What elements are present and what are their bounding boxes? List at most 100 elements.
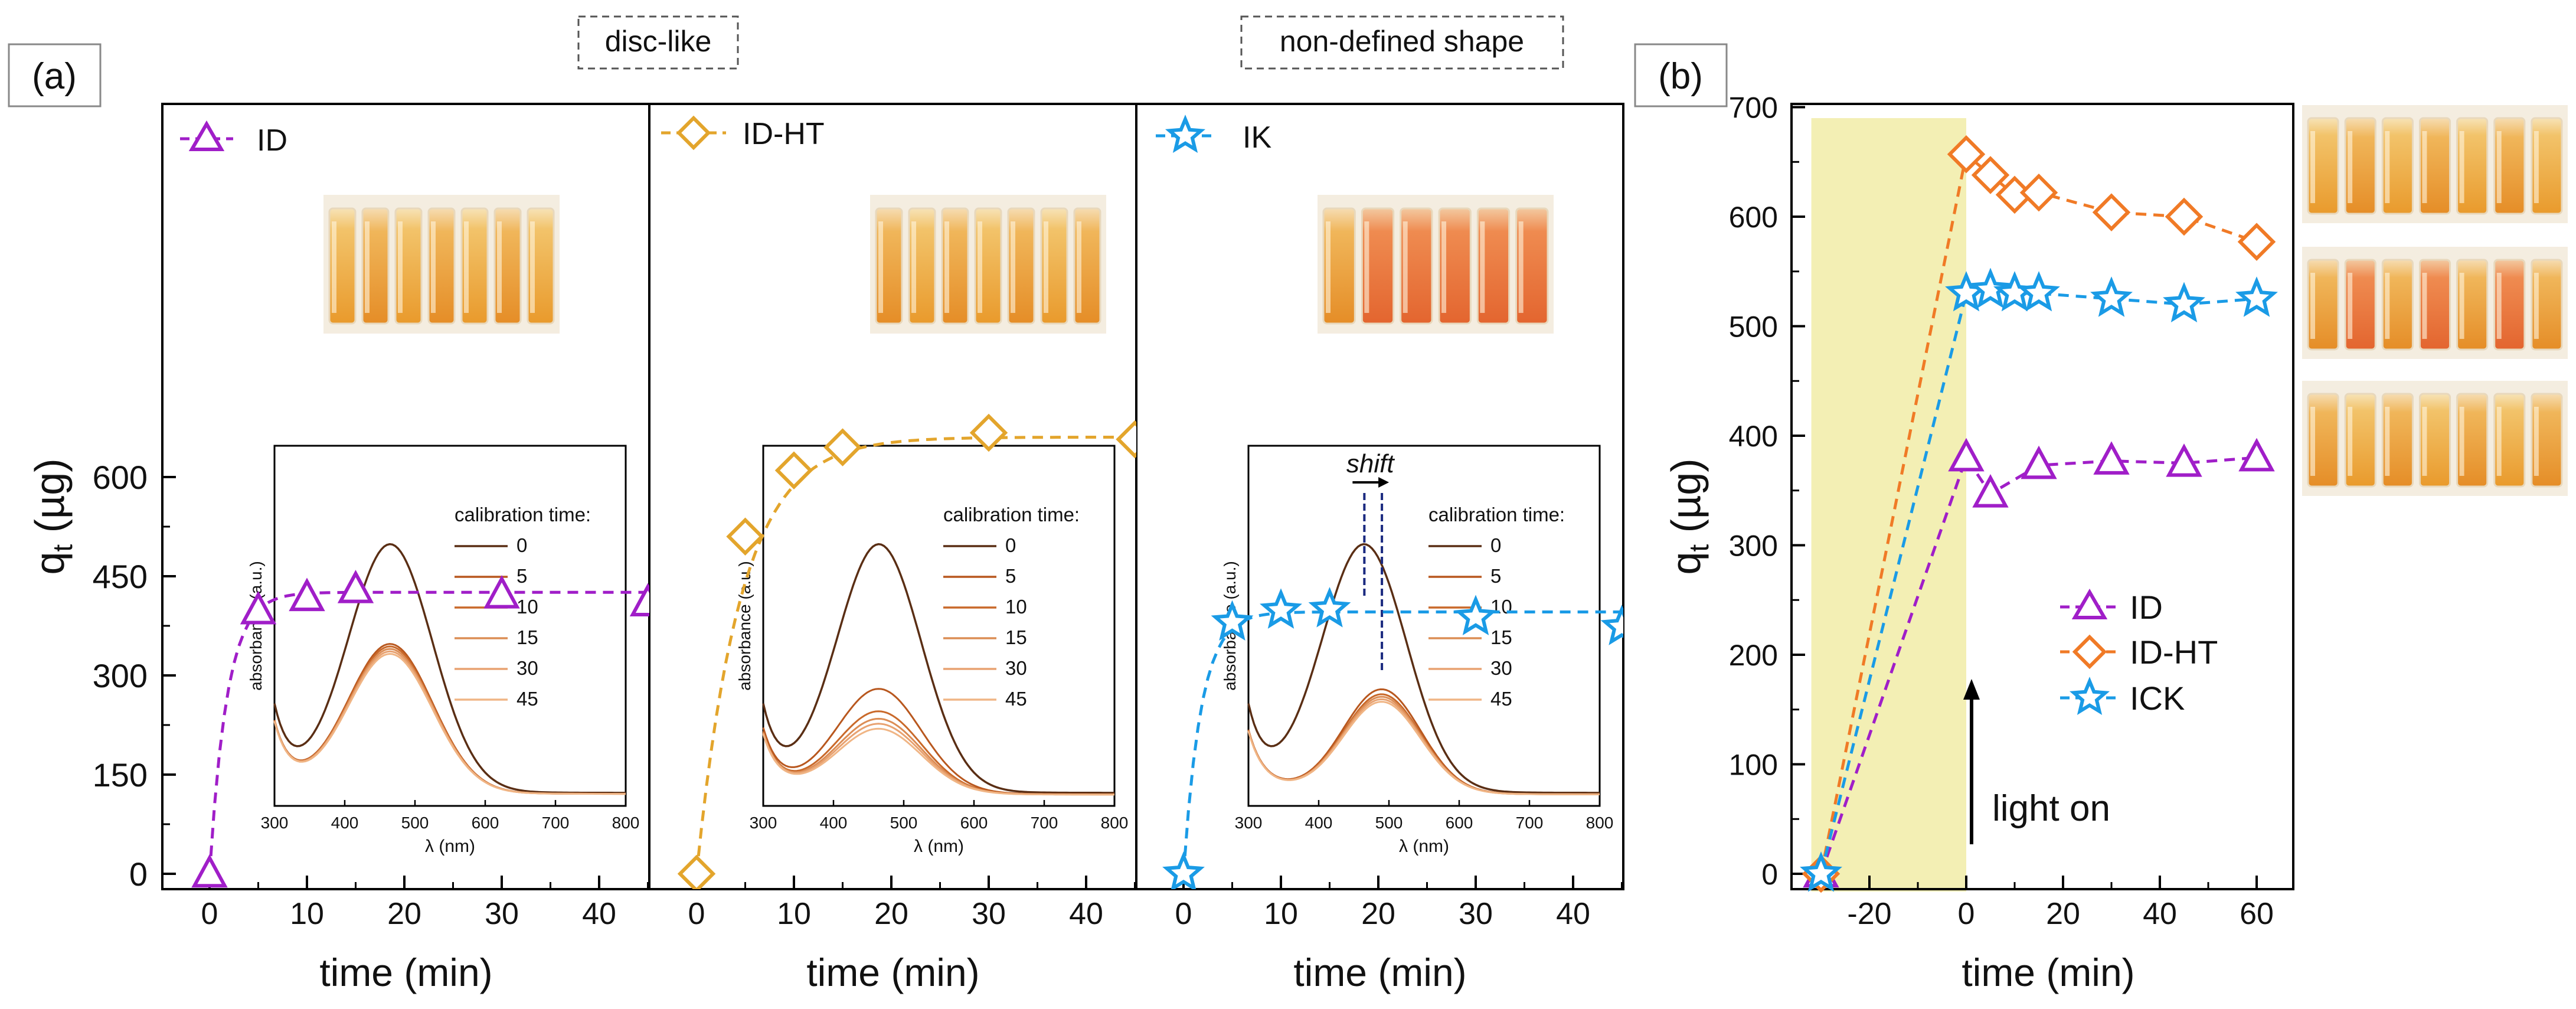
b-point-id	[2093, 441, 2130, 475]
vial	[2307, 117, 2339, 215]
b-ytick-label: 100	[1729, 749, 1778, 782]
legend-b-ick-label: ICK	[2130, 680, 2185, 717]
inset-xtick-label: 400	[331, 814, 359, 832]
panel-a-label-box	[8, 43, 102, 107]
inset-xtick-label: 800	[612, 814, 640, 832]
point-ik	[1162, 851, 1205, 889]
fit-line-id	[208, 590, 649, 874]
inset-legend-label: 0	[1490, 534, 1501, 556]
spectrum-idht-45	[762, 727, 1114, 796]
legend-idht: ID-HT	[661, 115, 825, 151]
a-ytick-label: 0	[129, 855, 148, 893]
inset-xtick-label: 600	[1446, 814, 1473, 832]
non-defined-shape-box	[1240, 15, 1564, 70]
point-id-ht	[726, 517, 764, 556]
spectrum-id-0	[273, 543, 626, 794]
series-id	[191, 570, 649, 888]
b-point-id	[2021, 445, 2057, 479]
vial	[2456, 117, 2489, 215]
vial	[2531, 393, 2563, 488]
a-ytick-label: 600	[93, 459, 148, 496]
b-point-ick	[1800, 851, 1842, 892]
a-ytick-label: 150	[93, 756, 148, 794]
b-point-id-ht	[2019, 173, 2058, 212]
b-point-id-ht	[1947, 135, 1986, 174]
inset-legend-label: 45	[1490, 688, 1512, 710]
subplot-ik-frame	[1135, 103, 1624, 890]
inset-legend-title: calibration time:	[1428, 504, 1565, 525]
subplot-id-xlabel: time (min)	[319, 951, 492, 994]
inset-legend-label: 30	[516, 657, 538, 679]
panel-b-label: (b)	[1658, 56, 1703, 97]
b-ytick-label: 300	[1729, 530, 1778, 563]
a-xtick-label: 10	[1264, 897, 1298, 931]
panel-a-y-axis: 0 150 300 450 600	[93, 459, 176, 893]
inset-xtick-label: 700	[1516, 814, 1544, 832]
b-xtick-label: 0	[1958, 897, 1975, 931]
inset-legend-label: 5	[1005, 565, 1016, 587]
b-point-id-ht	[2165, 197, 2204, 236]
vial	[1438, 207, 1472, 325]
panel-b-ylabel: qt (µg)	[1663, 458, 1714, 574]
inset-xtick-label: 600	[960, 814, 988, 832]
vial-photo-b-ick	[2302, 247, 2568, 359]
inset-legend-label: 0	[516, 534, 527, 556]
legend-b-idht-marker	[2072, 634, 2107, 670]
inset-xtick-label: 600	[472, 814, 499, 832]
vial	[2531, 259, 2563, 351]
b-xtick-label: 20	[2046, 897, 2080, 931]
legend-id: ID	[180, 120, 287, 158]
inset-ylabel: absorbance (a.u.)	[247, 561, 265, 690]
spectrum-ik-0	[1247, 543, 1600, 794]
vial	[1476, 207, 1511, 325]
a-xtick-label: 0	[201, 897, 218, 931]
panel-a: (a) disc-like non-defined shape qt (µg) …	[8, 15, 1624, 994]
inset-xtick-label: 500	[401, 814, 429, 832]
legend-idht-marker	[676, 115, 711, 151]
legend-id-label: ID	[257, 123, 287, 158]
a-xtick-label: 10	[290, 897, 324, 931]
b-point-id	[1972, 474, 2009, 508]
vial	[2344, 393, 2376, 488]
vial-photo-b-idht	[2302, 105, 2568, 223]
b-xtick-label: -20	[1847, 897, 1891, 931]
vial	[1322, 207, 1356, 325]
subplot-idht-xlabel: time (min)	[806, 951, 979, 994]
vial	[2344, 259, 2376, 351]
vial	[2418, 259, 2451, 351]
b-point-ick	[2090, 276, 2133, 317]
inset-xtick-label: 700	[542, 814, 570, 832]
vial	[2381, 393, 2414, 488]
inset-legend-label: 10	[1490, 596, 1512, 618]
inset-legend-label: 30	[1490, 657, 1512, 679]
a-xtick-label: 10	[777, 897, 811, 931]
b-point-id-ht	[2092, 193, 2131, 231]
inset-xtick-label: 700	[1031, 814, 1058, 832]
b-ytick-label: 200	[1729, 639, 1778, 672]
panel-a-series	[191, 413, 1623, 889]
subplot-ik-xlabel: time (min)	[1293, 951, 1466, 994]
b-point-ick	[1969, 267, 2012, 308]
panel-b-frame	[1790, 103, 2294, 890]
a-xtick-label: 40	[1556, 897, 1590, 931]
inset-xtick-label: 300	[1235, 814, 1263, 832]
panel-b-xlabel: time (min)	[1962, 951, 2134, 994]
series-ik	[1162, 587, 1623, 889]
b-ytick-label: 600	[1729, 201, 1778, 234]
b-xtick-label: 60	[2240, 897, 2274, 931]
b-point-id-ht	[1971, 156, 2010, 194]
legend-b-id-marker	[2071, 589, 2108, 619]
inset-xtick-label: 300	[750, 814, 777, 832]
vial	[2307, 393, 2339, 488]
a-xtick-label: 0	[688, 897, 705, 931]
legend-b-id-label: ID	[2130, 589, 2163, 626]
inset-legend-label: 0	[1005, 534, 1016, 556]
a-xtick-label: 40	[582, 897, 616, 931]
panel-b-y-axis: 0 100 200 300 400 500 600 700	[1729, 92, 1805, 891]
point-ik	[1211, 600, 1254, 641]
vial-photo-ik	[1318, 195, 1554, 334]
inset-xlabel: λ (nm)	[914, 837, 964, 856]
disc-like-label: disc-like	[605, 25, 712, 58]
vial	[2381, 117, 2414, 215]
